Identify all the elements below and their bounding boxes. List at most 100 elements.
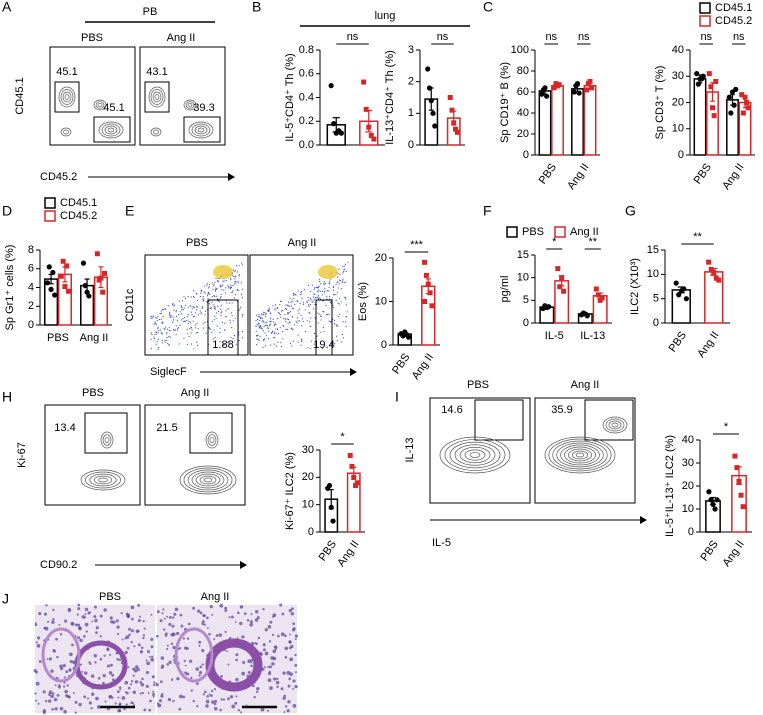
nucleus <box>210 689 214 693</box>
data-point <box>368 133 374 138</box>
event-dot <box>328 320 330 322</box>
event-dot <box>292 294 295 296</box>
event-dot <box>227 308 229 310</box>
data-point <box>734 465 740 471</box>
nucleus <box>88 701 92 705</box>
nucleus <box>271 633 275 636</box>
y-tick-label: 3 <box>408 44 414 56</box>
event-dot <box>177 314 180 316</box>
event-dot <box>326 295 328 297</box>
event-dot <box>219 341 221 343</box>
event-dot <box>288 305 291 307</box>
nucleus <box>152 690 155 693</box>
contour <box>611 422 619 428</box>
event-dot <box>258 339 260 341</box>
nucleus <box>142 634 146 637</box>
event-dot <box>156 317 158 319</box>
nucleus <box>140 682 145 687</box>
nucleus <box>86 697 90 700</box>
nucleus <box>163 617 166 620</box>
nucleus <box>289 633 292 636</box>
nucleus <box>235 653 239 657</box>
event-dot <box>281 345 283 348</box>
event-dot <box>323 292 325 294</box>
gate-value: 19.4 <box>313 339 334 351</box>
event-dot <box>232 319 234 321</box>
nucleus <box>77 636 80 640</box>
event-dot <box>168 335 170 338</box>
data-point <box>733 86 739 92</box>
event-dot <box>204 314 206 316</box>
nucleus <box>291 607 294 611</box>
data-point <box>353 483 359 489</box>
event-dot <box>325 305 327 307</box>
event-dot <box>233 269 235 271</box>
event-dot <box>336 335 338 337</box>
event-dot <box>175 325 177 327</box>
nucleus <box>224 607 227 610</box>
nucleus <box>179 694 183 699</box>
event-dot <box>262 330 264 332</box>
event-dot <box>203 291 205 293</box>
event-dot <box>267 327 269 330</box>
event-dot <box>180 319 183 321</box>
event-dot <box>343 282 345 284</box>
nucleus <box>282 671 286 675</box>
data-point <box>546 304 552 310</box>
event-dot <box>208 327 210 330</box>
contour <box>80 469 126 491</box>
event-dot <box>264 311 266 314</box>
nucleus <box>114 702 117 705</box>
nucleus <box>284 656 288 659</box>
contour <box>85 471 121 489</box>
panel-letter: A <box>2 0 12 15</box>
event-dot <box>298 312 300 314</box>
event-dot <box>278 313 281 315</box>
event-dot <box>258 325 260 327</box>
y-tick-label: 40 <box>682 434 694 446</box>
event-dot <box>324 288 326 290</box>
gate-value: 43.1 <box>146 66 167 78</box>
y-tick-label: 0 <box>653 317 659 329</box>
nucleus <box>134 680 139 684</box>
nucleus <box>269 620 273 624</box>
nucleus <box>37 702 40 705</box>
arrow-head <box>640 516 647 524</box>
event-dot <box>171 315 173 317</box>
event-dot <box>286 304 288 306</box>
event-dot <box>342 337 345 339</box>
nucleus <box>95 626 99 630</box>
event-dot <box>319 280 321 283</box>
nucleus <box>59 664 63 669</box>
flow-y-label: Ki-67 <box>16 442 28 468</box>
event-dot <box>258 323 260 325</box>
event-dot <box>335 293 337 296</box>
contour <box>187 469 229 491</box>
event-dot <box>264 345 266 347</box>
event-dot <box>230 285 232 287</box>
contour <box>148 86 166 108</box>
event-dot <box>190 332 192 334</box>
nucleus <box>256 616 260 620</box>
data-point <box>708 266 714 272</box>
y-tick-label: 10 <box>672 123 684 135</box>
nucleus <box>161 612 164 615</box>
event-dot <box>282 309 284 312</box>
bar <box>583 84 597 156</box>
contour <box>154 94 160 100</box>
event-dot <box>183 316 186 319</box>
data-point <box>52 292 58 298</box>
nucleus <box>134 665 139 669</box>
event-dot <box>205 332 207 334</box>
contour <box>60 89 74 105</box>
data-point <box>744 100 750 105</box>
y-tick-label: 0 <box>523 149 529 161</box>
event-dot <box>196 322 198 325</box>
event-dot <box>182 320 185 323</box>
nucleus <box>227 697 230 701</box>
nucleus <box>274 645 277 649</box>
event-dot <box>230 277 232 280</box>
event-dot <box>229 322 232 324</box>
nucleus <box>227 663 230 666</box>
nucleus <box>280 687 284 691</box>
